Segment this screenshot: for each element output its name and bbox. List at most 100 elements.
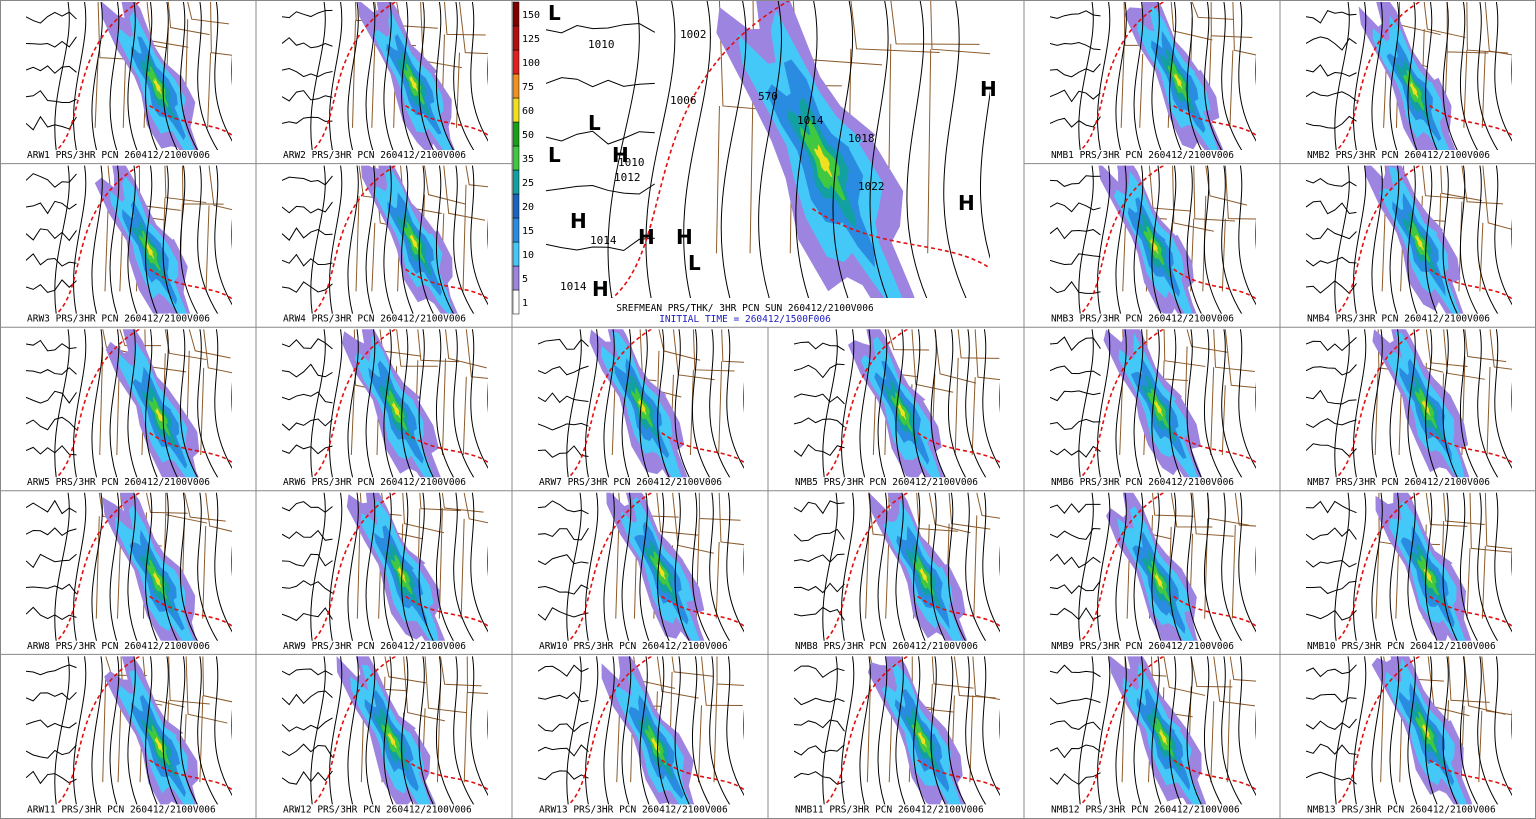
map bbox=[1306, 656, 1512, 805]
state-border bbox=[718, 329, 744, 456]
precip-area bbox=[897, 403, 907, 420]
terrain-contour bbox=[1050, 116, 1101, 128]
isobar bbox=[1371, 492, 1383, 641]
terrain-contour bbox=[282, 444, 333, 455]
isobar bbox=[1078, 2, 1094, 150]
thickness-line bbox=[568, 656, 652, 805]
isobar bbox=[1334, 329, 1350, 478]
isobar bbox=[1221, 329, 1243, 478]
isobar bbox=[1151, 165, 1162, 314]
terrain-contour bbox=[794, 719, 845, 732]
terrain-contour bbox=[282, 227, 333, 241]
isobar bbox=[913, 329, 926, 478]
isobar bbox=[743, 708, 744, 740]
isobar bbox=[162, 329, 178, 478]
isobar bbox=[1272, 651, 1306, 809]
isobar bbox=[1133, 165, 1144, 314]
isobar bbox=[691, 329, 711, 478]
isobar bbox=[760, 324, 794, 482]
isobar bbox=[310, 165, 326, 314]
isobar bbox=[1407, 2, 1418, 150]
precip-area bbox=[1154, 400, 1163, 417]
state-border bbox=[715, 492, 744, 619]
contour-label: 1006 bbox=[670, 94, 697, 107]
isobar bbox=[943, 0, 967, 298]
pressure-center: H bbox=[592, 277, 609, 301]
map bbox=[26, 492, 232, 641]
terrain-contour bbox=[282, 281, 333, 293]
map bbox=[1306, 2, 1512, 150]
isobar bbox=[197, 656, 219, 805]
isobar bbox=[179, 492, 199, 641]
contour-label: 1012 bbox=[614, 171, 641, 184]
terrain-contour bbox=[1306, 91, 1357, 102]
isobar bbox=[1221, 492, 1243, 641]
isobar bbox=[1459, 165, 1479, 314]
isobar bbox=[1238, 656, 1256, 797]
precip-area bbox=[409, 234, 419, 251]
isobar bbox=[1133, 2, 1144, 150]
isobar bbox=[1016, 324, 1050, 482]
isobar bbox=[435, 2, 455, 150]
isobar bbox=[760, 651, 794, 809]
isobar bbox=[726, 656, 744, 797]
thickness-line bbox=[824, 329, 908, 478]
ensemble-panel: NMB4 PRS/3HR PCN 260412/2100V006 bbox=[1306, 165, 1512, 325]
isobar bbox=[73, 492, 87, 641]
map bbox=[538, 324, 794, 482]
colorbar-swatch bbox=[512, 289, 520, 315]
ensemble-panel: ARW1 PRS/3HR PCN 260412/2100V006 bbox=[26, 0, 282, 161]
isobar bbox=[1494, 2, 1512, 142]
ensemble-panel: ARW13 PRS/3HR PCN 260412/2100V006 bbox=[538, 651, 794, 815]
isobar bbox=[365, 656, 376, 805]
ensemble-panel: ARW4 PRS/3HR PCN 260412/2100V006 bbox=[282, 165, 488, 325]
panel-caption: NMB2 PRS/3HR PCN 260412/2100V006 bbox=[1307, 150, 1490, 161]
terrain-contour bbox=[794, 500, 845, 515]
state-border bbox=[887, 0, 980, 254]
isobar bbox=[1511, 218, 1512, 249]
colorbar-label: 1 bbox=[522, 298, 528, 309]
isobar bbox=[1494, 656, 1512, 797]
pressure-center: H bbox=[570, 209, 587, 233]
isobar bbox=[248, 0, 282, 155]
thickness-line bbox=[405, 595, 488, 627]
panel-caption: ARW11 PRS/3HR PCN 260412/2100V006 bbox=[27, 804, 216, 815]
isobar bbox=[999, 708, 1000, 740]
terrain-contour bbox=[26, 90, 77, 104]
terrain-contour bbox=[538, 691, 589, 703]
isobar bbox=[657, 492, 670, 641]
isobar bbox=[470, 2, 488, 142]
isobar bbox=[504, 324, 538, 482]
isobar bbox=[1115, 2, 1127, 150]
precip-area bbox=[1154, 573, 1164, 589]
isobar bbox=[54, 492, 70, 641]
isobar bbox=[179, 656, 199, 805]
map bbox=[282, 656, 488, 805]
terrain-contour bbox=[26, 445, 77, 456]
isobar bbox=[999, 381, 1000, 413]
mean-panel: 1010 1002 1006 570 1014 1018 1010 1012 1014 1022 1… bbox=[546, 0, 997, 325]
terrain-contour bbox=[26, 719, 77, 729]
state-border bbox=[1210, 329, 1255, 456]
isobar bbox=[401, 492, 414, 641]
terrain-contour bbox=[794, 443, 845, 457]
thickness-line bbox=[56, 165, 140, 314]
isobar bbox=[1494, 329, 1512, 469]
colorbar-swatch bbox=[512, 73, 520, 99]
map bbox=[1050, 492, 1256, 641]
isobar bbox=[1097, 165, 1111, 314]
isobar bbox=[1133, 329, 1144, 478]
isobar bbox=[1528, 488, 1536, 646]
terrain-contour bbox=[26, 115, 77, 131]
isobar bbox=[1353, 165, 1367, 314]
terrain-contour bbox=[282, 580, 333, 594]
isobar bbox=[91, 329, 103, 478]
isobar bbox=[1078, 656, 1094, 805]
contour-label: 570 bbox=[758, 90, 778, 103]
terrain-contour bbox=[26, 367, 77, 375]
isobar bbox=[54, 2, 70, 150]
isobar bbox=[487, 708, 488, 740]
isobar bbox=[487, 381, 488, 413]
terrain-contour bbox=[538, 500, 589, 515]
colorbar-label: 125 bbox=[522, 34, 540, 45]
